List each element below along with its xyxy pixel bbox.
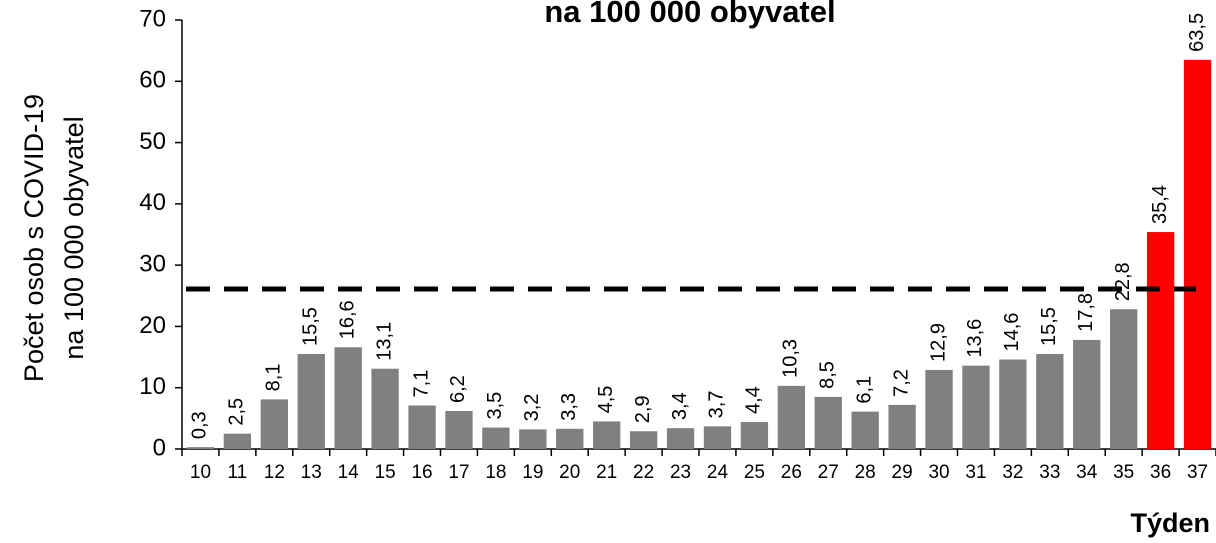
x-tick-label: 12 xyxy=(264,462,285,483)
bar xyxy=(408,405,436,449)
value-label: 17,8 xyxy=(1075,293,1097,332)
y-tick-label: 40 xyxy=(139,189,166,216)
bar xyxy=(556,428,584,449)
x-tick-label: 19 xyxy=(522,462,543,483)
x-tick-label: 14 xyxy=(338,462,360,483)
bar xyxy=(1183,59,1212,449)
x-tick-label: 31 xyxy=(965,462,986,483)
x-tick-label: 32 xyxy=(1002,462,1023,483)
y-tick-label: 60 xyxy=(139,67,166,94)
bar xyxy=(999,359,1027,449)
value-label: 15,5 xyxy=(300,307,322,346)
bar xyxy=(1146,232,1175,449)
x-tick-label: 15 xyxy=(375,462,396,483)
y-axis-label: na 100 000 obyvatel xyxy=(59,116,89,359)
value-label: 8,5 xyxy=(817,361,839,389)
x-tick-label: 29 xyxy=(892,462,913,483)
value-label: 35,4 xyxy=(1149,185,1171,224)
x-tick-label: 28 xyxy=(855,462,876,483)
value-label: 10,3 xyxy=(780,339,802,378)
y-tick-label: 30 xyxy=(139,250,166,277)
bar xyxy=(297,354,325,449)
value-label: 13,6 xyxy=(964,319,986,358)
value-label: 0,3 xyxy=(189,411,211,439)
bar xyxy=(777,385,805,449)
x-tick-label: 18 xyxy=(485,462,506,483)
x-tick-label: 27 xyxy=(818,462,839,483)
bar xyxy=(888,404,916,449)
value-label: 13,1 xyxy=(373,322,395,361)
bar xyxy=(1073,339,1101,449)
bar xyxy=(593,421,621,449)
bar xyxy=(482,427,510,449)
value-label: 16,6 xyxy=(336,300,358,339)
y-tick-label: 50 xyxy=(139,128,166,155)
bar xyxy=(260,399,288,449)
x-tick-label: 23 xyxy=(670,462,691,483)
bar xyxy=(334,347,362,449)
x-tick-label: 33 xyxy=(1039,462,1060,483)
bar xyxy=(740,422,769,449)
value-label: 12,9 xyxy=(927,323,949,362)
x-tick-label: 20 xyxy=(559,462,580,483)
y-tick-label: 10 xyxy=(139,373,166,400)
bar xyxy=(962,365,990,449)
value-label: 6,2 xyxy=(447,375,469,403)
value-label: 2,9 xyxy=(632,395,654,423)
bar xyxy=(703,426,732,449)
chart-title: na 100 000 obyvatel xyxy=(544,0,835,29)
x-axis-label: Týden xyxy=(1130,508,1210,538)
value-label: 3,2 xyxy=(521,394,543,422)
x-tick-label: 26 xyxy=(781,462,802,483)
value-label: 8,1 xyxy=(263,364,285,392)
x-tick-label: 37 xyxy=(1187,462,1208,483)
x-tick-label: 10 xyxy=(190,462,211,483)
value-label: 4,4 xyxy=(743,386,765,414)
bar xyxy=(519,429,547,449)
value-label: 6,1 xyxy=(853,376,875,404)
x-tick-label: 17 xyxy=(448,462,469,483)
value-label: 2,5 xyxy=(226,398,248,426)
y-axis-label: Počet osob s COVID-19 xyxy=(19,94,49,382)
x-tick-label: 21 xyxy=(596,462,617,483)
value-label: 3,4 xyxy=(669,392,691,420)
value-label: 22,8 xyxy=(1112,262,1134,301)
x-tick-label: 13 xyxy=(301,462,322,483)
bar xyxy=(1110,309,1138,449)
bar xyxy=(851,411,879,449)
bar xyxy=(445,411,473,449)
bar xyxy=(666,428,695,449)
value-label: 7,1 xyxy=(410,370,432,398)
value-label: 14,6 xyxy=(1001,313,1023,352)
bar xyxy=(186,447,215,449)
value-label: 15,5 xyxy=(1038,307,1060,346)
bar xyxy=(925,369,953,449)
x-tick-label: 22 xyxy=(633,462,654,483)
bar xyxy=(814,396,842,449)
value-label: 7,2 xyxy=(890,369,912,397)
y-tick-label: 70 xyxy=(139,5,166,32)
bar xyxy=(1036,354,1064,449)
x-tick-label: 24 xyxy=(707,462,729,483)
y-tick-label: 20 xyxy=(139,312,166,339)
x-tick-label: 35 xyxy=(1113,462,1134,483)
x-tick-label: 30 xyxy=(928,462,949,483)
value-label: 3,5 xyxy=(484,392,506,420)
bar xyxy=(371,368,399,449)
bar xyxy=(223,433,252,449)
y-tick-label: 0 xyxy=(153,434,166,461)
value-label: 3,7 xyxy=(706,391,728,419)
x-tick-label: 25 xyxy=(744,462,765,483)
x-tick-label: 11 xyxy=(228,462,248,483)
bar xyxy=(629,431,658,449)
x-tick-label: 34 xyxy=(1076,462,1098,483)
value-label: 4,5 xyxy=(595,386,617,414)
value-label: 63,5 xyxy=(1186,13,1208,52)
x-tick-label: 16 xyxy=(411,462,432,483)
x-tick-label: 36 xyxy=(1150,462,1171,483)
value-label: 3,3 xyxy=(558,393,580,421)
